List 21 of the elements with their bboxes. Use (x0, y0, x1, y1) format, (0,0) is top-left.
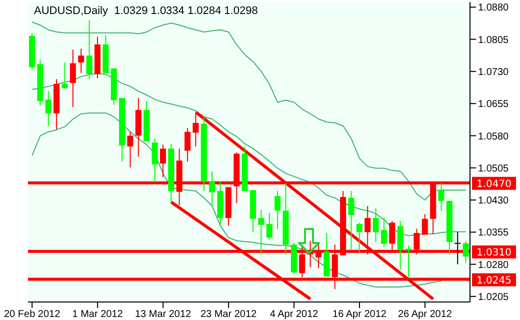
x-tick-label: 1 Mar 2012 (72, 309, 124, 320)
x-tick-label: 13 Mar 2012 (134, 309, 192, 320)
x-tick-label: 23 Mar 2012 (200, 309, 258, 320)
y-tick-label: 1.0730 (478, 66, 510, 78)
y-tick-label: 1.0355 (478, 228, 510, 239)
x-tick-label: 20 Feb 2012 (4, 309, 61, 320)
x-tick-label: 26 Apr 2012 (398, 309, 452, 320)
y-tick-label: 1.0205 (478, 292, 510, 303)
y-tick-label: 1.0805 (478, 34, 510, 46)
ref-line-label: 1.0245 (476, 275, 512, 286)
x-tick-label: 4 Apr 2012 (270, 309, 319, 320)
y-tick-label: 1.0880 (478, 2, 510, 14)
ref-line-label: 1.0470 (476, 178, 512, 190)
y-tick-label: 1.0505 (478, 163, 510, 174)
y-tick-label: 1.0655 (478, 99, 510, 110)
y-tick-label: 1.0430 (478, 196, 510, 207)
y-tick-label: 1.0580 (478, 131, 510, 142)
y-tick-label: 1.0280 (478, 260, 510, 271)
chart-title: AUDUSD,Daily 1.0329 1.0334 1.0284 1.0298 (34, 5, 258, 17)
ref-line-label: 1.0310 (476, 247, 512, 258)
x-tick-label: 16 Apr 2012 (332, 309, 387, 320)
